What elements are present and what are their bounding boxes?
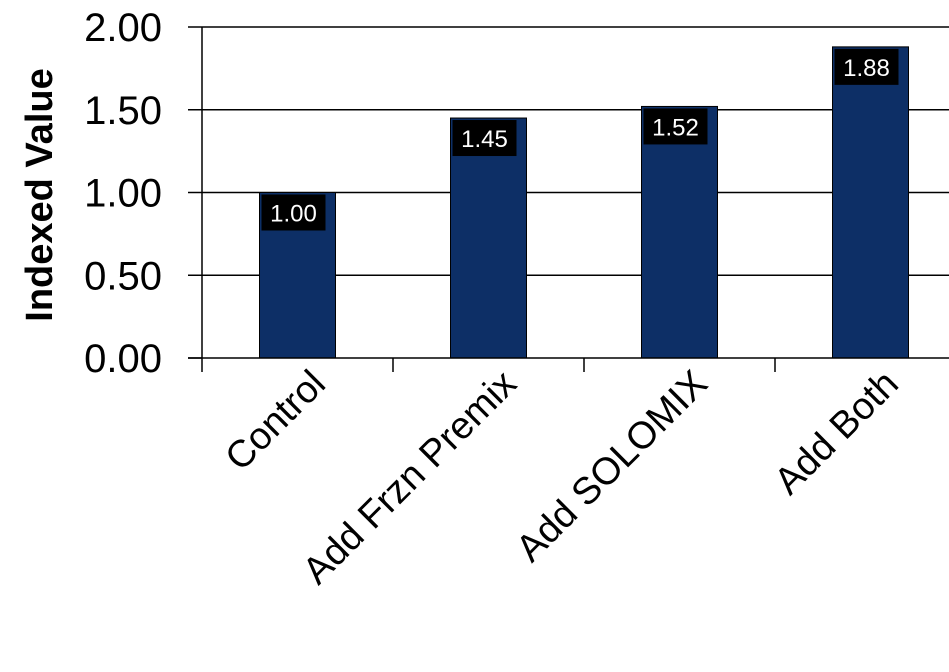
- data-label: 1.45: [461, 126, 508, 153]
- y-tick-label: 2.00: [84, 6, 162, 50]
- bars: [259, 46, 909, 359]
- data-label-box: [452, 120, 517, 157]
- data-label-box: [643, 108, 708, 145]
- y-tick-labels: 0.00 0.50 1.00 1.50 2.00: [84, 6, 162, 381]
- y-tick-label: 1.50: [84, 89, 162, 133]
- data-label-box: [834, 48, 899, 85]
- axes: [188, 26, 949, 372]
- data-labels: 1.00 1.45 1.52 1.88: [261, 48, 899, 231]
- category-label: Add Both: [767, 363, 907, 503]
- data-label: 1.00: [270, 201, 317, 228]
- category-label: Add Frzn Premix: [295, 363, 525, 593]
- bar: [832, 46, 909, 359]
- y-axis-label: Indexed Value: [19, 68, 61, 321]
- category-label: Add SOLOMIX: [508, 363, 715, 570]
- bar: [641, 105, 718, 359]
- y-tick-label: 0.50: [84, 254, 162, 298]
- data-label: 1.52: [652, 114, 699, 141]
- y-tick-label: 1.00: [84, 172, 162, 216]
- category-label: Control: [218, 363, 334, 479]
- data-label-box: [261, 194, 326, 231]
- y-tick-label: 0.00: [84, 337, 162, 381]
- data-label: 1.88: [843, 55, 890, 82]
